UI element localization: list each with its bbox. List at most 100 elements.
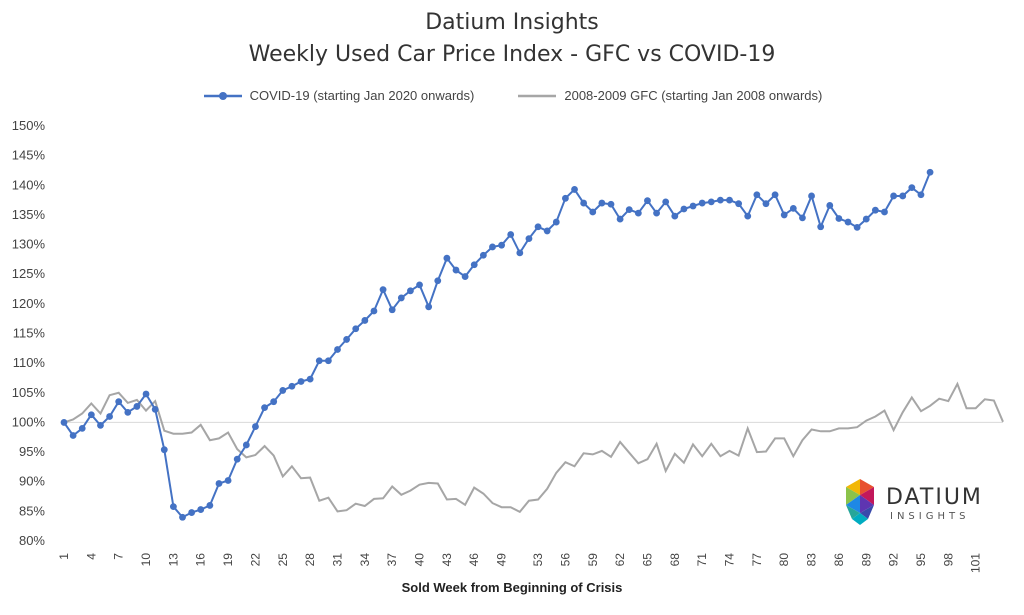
data-point-covid	[662, 198, 670, 206]
logo-tagline: INSIGHTS	[890, 511, 970, 522]
data-point-covid	[343, 336, 351, 343]
data-point-covid	[726, 196, 733, 204]
data-point-covid	[60, 419, 68, 426]
x-tick-label: 80	[777, 553, 791, 567]
data-point-covid	[890, 192, 898, 200]
data-point-covid	[197, 506, 205, 513]
data-point-covid	[397, 294, 405, 302]
data-point-covid	[516, 249, 524, 257]
chart-title: Datium Insights	[425, 10, 599, 35]
x-axis-label: Sold Week from Beginning of Crisis	[401, 580, 623, 595]
data-point-covid	[388, 306, 396, 314]
data-point-covid	[443, 254, 451, 262]
x-tick-label: 56	[558, 553, 572, 567]
data-point-covid	[862, 215, 870, 223]
data-point-covid	[689, 202, 697, 210]
data-point-covid	[370, 307, 378, 315]
data-point-covid	[571, 186, 578, 193]
data-point-covid	[242, 441, 250, 449]
data-point-covid	[78, 424, 86, 432]
data-point-covid	[425, 303, 433, 311]
data-point-covid	[534, 223, 542, 231]
data-point-covid	[252, 423, 259, 430]
data-point-covid	[452, 266, 460, 274]
data-point-covid	[799, 214, 806, 222]
data-point-covid	[69, 432, 77, 439]
x-tick-label: 86	[832, 553, 846, 567]
data-point-covid	[461, 273, 469, 280]
x-tick-label: 10	[139, 553, 153, 567]
legend-label-gfc: 2008-2009 GFC (starting Jan 2008 onwards…	[564, 88, 823, 103]
y-tick-label: 95%	[19, 444, 45, 459]
datium-logo: DATIUM INSIGHTS	[838, 475, 988, 530]
data-point-covid	[479, 251, 487, 259]
logo-mark-icon	[846, 479, 874, 525]
x-tick-label: 7	[112, 553, 126, 560]
y-tick-label: 120%	[12, 296, 46, 311]
data-point-covid	[160, 446, 168, 454]
y-tick-label: 110%	[13, 355, 46, 370]
data-point-covid	[352, 325, 360, 333]
data-point-covid	[817, 223, 825, 231]
series-line-covid	[63, 171, 932, 519]
x-tick-label: 46	[467, 553, 481, 567]
x-tick-label: 37	[385, 553, 399, 567]
data-point-covid	[361, 317, 369, 324]
data-point-covid	[179, 513, 186, 521]
y-tick-label: 135%	[12, 207, 46, 222]
data-point-covid	[416, 281, 423, 289]
data-point-covid	[625, 206, 633, 213]
x-tick-label: 4	[84, 553, 98, 560]
y-tick-label: 80%	[19, 533, 45, 548]
legend-marker-gfc	[518, 94, 557, 97]
legend-item-covid: COVID-19 (starting Jan 2020 onwards)	[202, 88, 475, 103]
data-point-covid	[616, 215, 624, 223]
x-tick-label: 62	[613, 553, 627, 567]
data-point-covid	[653, 209, 660, 217]
data-point-covid	[671, 212, 679, 220]
data-point-covid	[261, 404, 268, 412]
chart-legend: COVID-19 (starting Jan 2020 onwards) 200…	[0, 88, 1024, 103]
data-point-covid	[498, 241, 505, 249]
data-point-covid	[315, 357, 323, 365]
data-point-covid	[306, 375, 314, 383]
x-tick-label: 68	[668, 553, 682, 567]
x-tick-label: 65	[640, 553, 654, 567]
data-point-covid	[716, 196, 724, 204]
y-tick-label: 140%	[12, 177, 46, 192]
legend-label-covid: COVID-19 (starting Jan 2020 onwards)	[249, 88, 475, 103]
data-point-covid	[206, 502, 214, 509]
legend-marker-covid	[203, 91, 242, 100]
data-point-covid	[826, 202, 834, 209]
data-point-covid	[288, 382, 296, 390]
data-point-covid	[115, 398, 123, 406]
x-tick-label: 101	[969, 553, 983, 573]
x-tick-label: 95	[914, 553, 928, 567]
data-point-covid	[899, 192, 907, 200]
data-point-covid	[188, 509, 196, 516]
x-tick-label: 34	[358, 553, 372, 567]
data-point-covid	[835, 215, 843, 222]
data-point-covid	[270, 398, 278, 406]
data-point-covid	[97, 421, 104, 429]
data-point-covid	[470, 261, 478, 269]
legend-item-gfc: 2008-2009 GFC (starting Jan 2008 onwards…	[516, 88, 822, 103]
data-point-covid	[142, 390, 150, 398]
y-tick-label: 100%	[12, 414, 46, 429]
data-point-covid	[434, 277, 442, 285]
data-point-covid	[771, 191, 779, 199]
data-point-covid	[680, 205, 688, 213]
data-point-covid	[133, 403, 141, 410]
data-point-covid	[489, 243, 496, 251]
x-tick-label: 22	[248, 553, 262, 567]
data-point-covid	[853, 223, 861, 231]
y-tick-label: 115%	[13, 326, 46, 341]
y-tick-label: 145%	[12, 148, 46, 163]
data-point-covid	[297, 378, 305, 385]
x-tick-label: 31	[330, 553, 344, 567]
y-tick-label: 150%	[12, 118, 46, 133]
y-tick-label: 130%	[12, 237, 46, 252]
y-tick-label: 125%	[12, 266, 46, 281]
data-point-covid	[224, 477, 232, 484]
